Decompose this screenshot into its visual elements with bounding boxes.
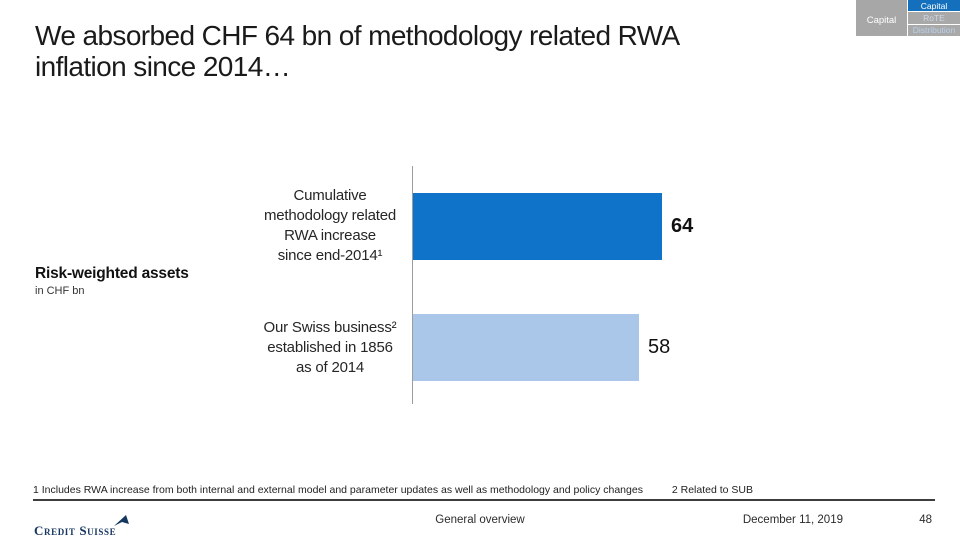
section-tab-stack: Capital RoTE Distribution [908,0,960,36]
bar [413,314,639,381]
chart-unit-label: in CHF bn [35,285,85,297]
footnote-1: 1 Includes RWA increase from both intern… [33,484,643,496]
bar-row: 58 [413,314,670,381]
slide-title: We absorbed CHF 64 bn of methodology rel… [35,20,679,82]
footer-section-label: General overview [435,514,525,526]
footer-date: December 11, 2019 [742,514,843,526]
axis-line [412,166,413,404]
sail-icon [114,514,130,532]
bar-value: 64 [671,215,694,237]
credit-suisse-wordmark: Credit Suisse [34,523,117,538]
chart-title: Risk-weighted assets [35,265,189,282]
chart-heading: Risk-weighted assets in CHF bn [35,265,189,297]
bar-row: 64 [413,193,693,260]
bar-value: 58 [648,336,671,358]
footer: Credit Suisse General overview December … [0,508,960,537]
footnote-2: 2 Related to SUB [671,484,754,496]
section-indicator: Capital [856,0,907,36]
tab-capital: Capital [908,0,960,12]
footer-separator-line [33,499,935,501]
bar-category-label: Our Swiss business² established in 1856 … [263,319,397,376]
bar-category-label: Cumulative methodology related RWA incre… [263,187,397,264]
footnotes: 1 Includes RWA increase from both intern… [33,484,753,496]
tab-distribution: Distribution [908,24,960,36]
tab-rote: RoTE [908,12,960,24]
credit-suisse-logo: Credit Suisse [34,514,130,537]
section-nav: Capital Capital RoTE Distribution [856,0,960,36]
bar [413,193,662,260]
footer-page-number: 48 [919,514,932,526]
